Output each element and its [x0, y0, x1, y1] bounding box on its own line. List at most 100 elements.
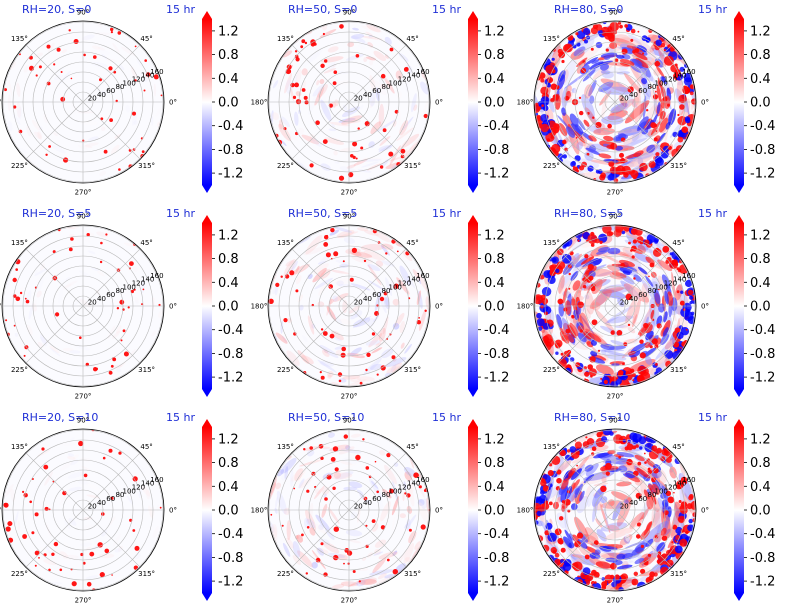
- polar-plot: 0°45°90°135°180°225°270°315°204060801001…: [0, 9, 243, 197]
- convective-cell: [389, 488, 394, 494]
- field-streak: [637, 500, 651, 526]
- field-streak: [53, 362, 66, 370]
- field-streak: [625, 32, 644, 44]
- field-streak: [350, 283, 371, 291]
- convective-cell: [322, 32, 325, 36]
- field-streak: [411, 93, 417, 113]
- convective-cell: [655, 90, 657, 93]
- field-streak: [135, 58, 143, 68]
- field-streak: [378, 495, 384, 512]
- band-cell: [566, 333, 575, 343]
- field-streak: [80, 37, 89, 42]
- band-cell: [621, 165, 632, 176]
- convective-cell: [559, 449, 566, 457]
- field-streak: [331, 330, 344, 341]
- convective-cell: [102, 456, 106, 460]
- colorbar-tick-label: -0.8: [218, 551, 243, 566]
- colorbar: [468, 427, 478, 593]
- colorbar-tick-label: -0.8: [750, 143, 775, 158]
- field-streak: [47, 355, 52, 361]
- convective-cell: [423, 113, 428, 119]
- convective-cell: [70, 237, 74, 241]
- convective-cell: [306, 526, 310, 529]
- convective-cell: [31, 478, 34, 480]
- convective-cell: [86, 581, 92, 587]
- convective-cell: [120, 339, 123, 342]
- field-streak: [71, 297, 83, 309]
- field-streak: [67, 518, 73, 524]
- band-cell: [651, 445, 658, 452]
- band-cell: [546, 138, 551, 142]
- convective-cell: [568, 287, 571, 290]
- band-cell: [675, 526, 683, 535]
- band-cell: [547, 532, 557, 542]
- convective-cell: [358, 580, 361, 583]
- field-streak: [274, 284, 279, 296]
- colorbar-tick-label: -0.8: [484, 143, 509, 158]
- theta-tick-label: 315°: [138, 162, 155, 170]
- field-streak: [373, 551, 384, 556]
- field-streak: [620, 280, 641, 299]
- field-streak: [626, 504, 631, 511]
- convective-cell: [614, 58, 619, 62]
- field-streak: [352, 27, 359, 31]
- field-streak: [155, 107, 162, 117]
- convective-cell: [79, 336, 82, 339]
- colorbar-tick-label: -1.2: [484, 167, 509, 182]
- field-streak: [26, 125, 32, 137]
- convective-cell: [338, 379, 342, 383]
- convective-cell: [594, 581, 597, 584]
- convective-cell: [320, 63, 325, 68]
- band-cell: [661, 43, 666, 48]
- field-streak: [114, 547, 123, 553]
- field-streak: [150, 116, 154, 126]
- convective-cell: [585, 436, 588, 439]
- band-cell: [562, 44, 572, 53]
- theta-tick-label: 225°: [11, 366, 28, 374]
- polar-plot: 0°45°90°135°180°225°270°315°204060801001…: [0, 417, 243, 605]
- convective-cell: [640, 544, 644, 548]
- field-streak: [350, 433, 361, 438]
- theta-tick-label: 135°: [11, 35, 28, 43]
- field-streak: [571, 87, 578, 94]
- band-cell: [540, 490, 545, 495]
- field-streak: [117, 545, 123, 552]
- band-cell: [571, 468, 582, 480]
- field-streak: [404, 557, 412, 563]
- r-tick-label: 60: [106, 291, 115, 299]
- convective-cell: [556, 469, 562, 475]
- field-streak: [310, 558, 315, 563]
- convective-cell: [611, 376, 617, 382]
- field-streak: [671, 271, 676, 296]
- field-streak: [4, 83, 9, 89]
- field-streak: [294, 471, 306, 487]
- convective-cell: [52, 250, 56, 254]
- convective-cell: [620, 157, 626, 164]
- convective-cell: [268, 298, 274, 304]
- convective-cell: [350, 154, 354, 158]
- band-cell: [581, 161, 587, 168]
- convective-cell: [129, 261, 134, 266]
- angular-gridline: [25, 452, 84, 511]
- convective-cell: [328, 103, 333, 108]
- convective-cell: [63, 157, 69, 163]
- field-streak: [316, 79, 320, 86]
- convective-cell: [611, 34, 615, 39]
- field-streak: [318, 282, 328, 296]
- convective-cell: [294, 54, 299, 59]
- field-streak: [321, 349, 330, 357]
- field-streak: [322, 448, 336, 451]
- r-tick-label: 120: [664, 76, 677, 84]
- field-streak: [566, 45, 577, 59]
- band-cell: [665, 259, 670, 264]
- angular-gridline: [82, 44, 141, 103]
- field-streak: [326, 305, 337, 321]
- field-streak: [327, 506, 340, 524]
- field-streak: [657, 259, 673, 272]
- field-streak: [624, 100, 630, 111]
- field-streak: [321, 94, 327, 114]
- field-streak: [417, 499, 425, 506]
- convective-cell: [311, 303, 314, 307]
- band-cell: [687, 289, 694, 296]
